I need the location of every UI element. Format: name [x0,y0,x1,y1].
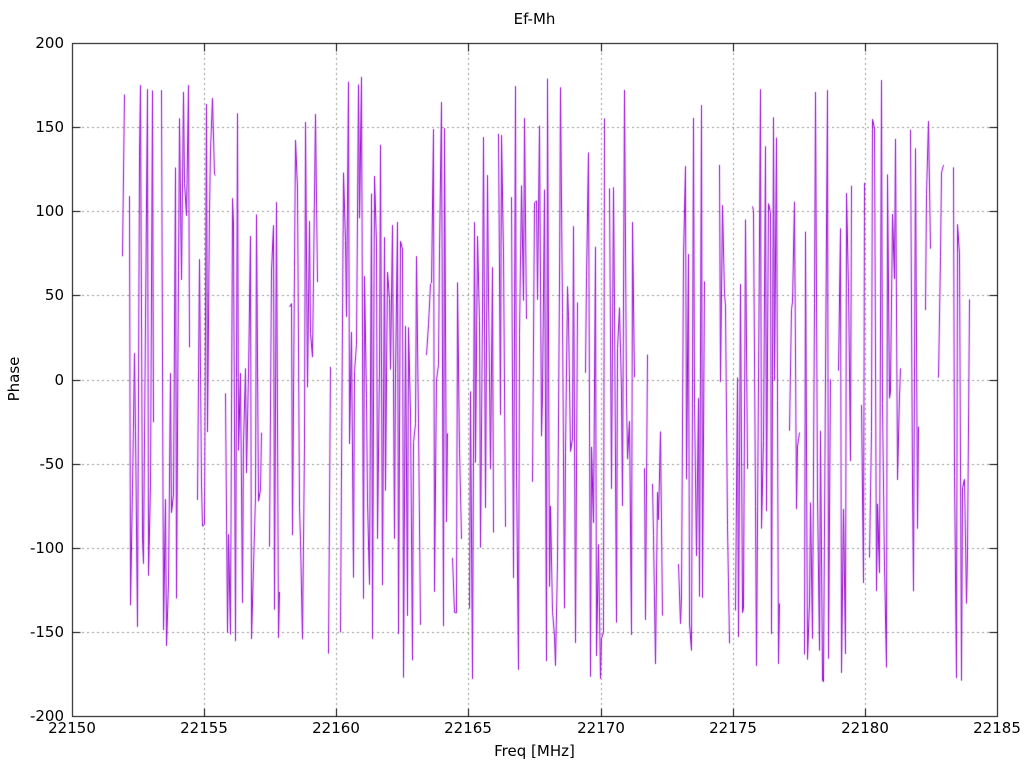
y-tick-label: 100 [35,202,64,220]
y-tick-label: 200 [35,34,64,52]
y-tick-label: -200 [29,707,64,725]
y-tick-label: -100 [29,539,64,557]
x-tick-label: 22160 [312,719,360,737]
x-tick-label: 22155 [180,719,228,737]
x-tick-label: 22165 [444,719,492,737]
x-tick-label: 22180 [841,719,889,737]
y-tick-label: 0 [54,371,64,389]
x-tick-label: 22170 [577,719,625,737]
x-tick-label: 22175 [709,719,757,737]
y-tick-label: 150 [35,118,64,136]
x-tick-label: 22185 [973,719,1021,737]
y-tick-label: 50 [44,286,64,304]
y-tick-label: -150 [29,623,64,641]
y-tick-label: -50 [39,455,65,473]
x-tick-label: 22150 [48,719,96,737]
x-axis-label: Freq [MHz] [494,742,575,760]
